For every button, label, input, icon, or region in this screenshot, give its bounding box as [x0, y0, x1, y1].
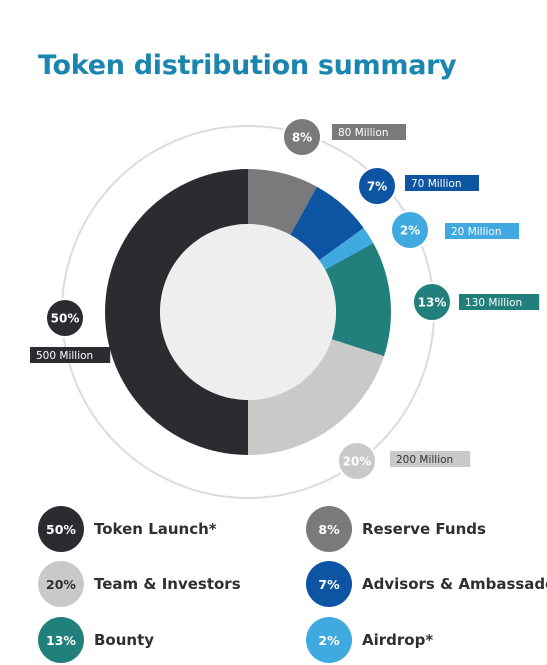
legend-item-airdrop: 2% Airdrop* [306, 617, 433, 663]
pct-badge-token-launch [45, 298, 85, 338]
amount-box-advisors-ambassadors [405, 175, 479, 191]
legend-label-bounty: Bounty [94, 631, 155, 649]
page-title: Token distribution summary [38, 50, 457, 81]
legend-badge-advisors-ambassadors: 7% [306, 561, 352, 607]
pct-badge-advisors-ambassadors [357, 166, 397, 206]
slice-token-launch [105, 169, 248, 455]
legend-item-token-launch: 50% Token Launch* [38, 506, 217, 552]
callout-advisors-ambassadors: 7% 70 Million [357, 166, 479, 206]
legend-item-bounty: 13% Bounty [38, 617, 154, 663]
legend-item-team-investors: 20% Team & Investors [38, 561, 241, 607]
pct-badge-team-investors [337, 441, 377, 481]
legend-item-reserve-funds: 8% Reserve Funds [306, 506, 486, 552]
legend-label-reserve-funds: Reserve Funds [362, 520, 486, 538]
callout-reserve-funds: 8% 80 Million [282, 117, 406, 157]
callout-token-launch: 50% 500 Million [30, 298, 111, 363]
amount-box-team-investors [390, 451, 471, 467]
pct-label-airdrop: 2% [400, 224, 420, 238]
slice-reserve-funds [248, 169, 317, 235]
legend-badge-bounty: 13% [38, 617, 84, 663]
legend-label-team-investors: Team & Investors [94, 575, 241, 593]
amount-box-reserve-funds [332, 124, 406, 140]
pct-label-advisors-ambassadors: 7% [367, 180, 387, 194]
legend-label-airdrop: Airdrop* [362, 631, 434, 649]
pct-badge-bounty [412, 282, 452, 322]
slice-team-investors [248, 339, 385, 455]
pct-label-token-launch: 50% [51, 312, 80, 326]
amount-label-token-launch: 500 Million [36, 350, 93, 362]
amount-box-token-launch [30, 347, 111, 363]
amount-label-bounty: 130 Million [465, 297, 522, 309]
amount-box-airdrop [445, 223, 519, 239]
slice-advisors-ambassadors [290, 186, 364, 261]
amount-box-bounty [459, 294, 540, 310]
amount-label-advisors-ambassadors: 70 Million [411, 178, 462, 190]
amount-label-team-investors: 200 Million [396, 454, 453, 466]
legend-badge-token-launch: 50% [38, 506, 84, 552]
amount-label-reserve-funds: 80 Million [338, 127, 389, 139]
slice-airdrop [319, 227, 374, 270]
legend-badge-team-investors: 20% [38, 561, 84, 607]
donut-hole [160, 224, 336, 400]
legend-label-token-launch: Token Launch* [94, 520, 217, 538]
pct-badge-airdrop [390, 210, 430, 250]
pct-label-reserve-funds: 8% [292, 131, 312, 145]
legend-badge-reserve-funds: 8% [306, 506, 352, 552]
legend-label-advisors-ambassadors: Advisors & Ambassadors [362, 575, 547, 593]
pct-badge-reserve-funds [282, 117, 322, 157]
pct-label-bounty: 13% [418, 296, 447, 310]
callout-team-investors: 20% 200 Million [337, 441, 471, 481]
pct-label-team-investors: 20% [343, 455, 372, 469]
amount-label-airdrop: 20 Million [451, 226, 502, 238]
legend-badge-airdrop: 2% [306, 617, 352, 663]
slice-bounty [325, 243, 392, 357]
callout-airdrop: 2% 20 Million [390, 210, 519, 250]
legend-item-advisors-ambassadors: 7% Advisors & Ambassadors [306, 561, 547, 607]
callout-bounty: 13% 130 Million [412, 282, 540, 322]
